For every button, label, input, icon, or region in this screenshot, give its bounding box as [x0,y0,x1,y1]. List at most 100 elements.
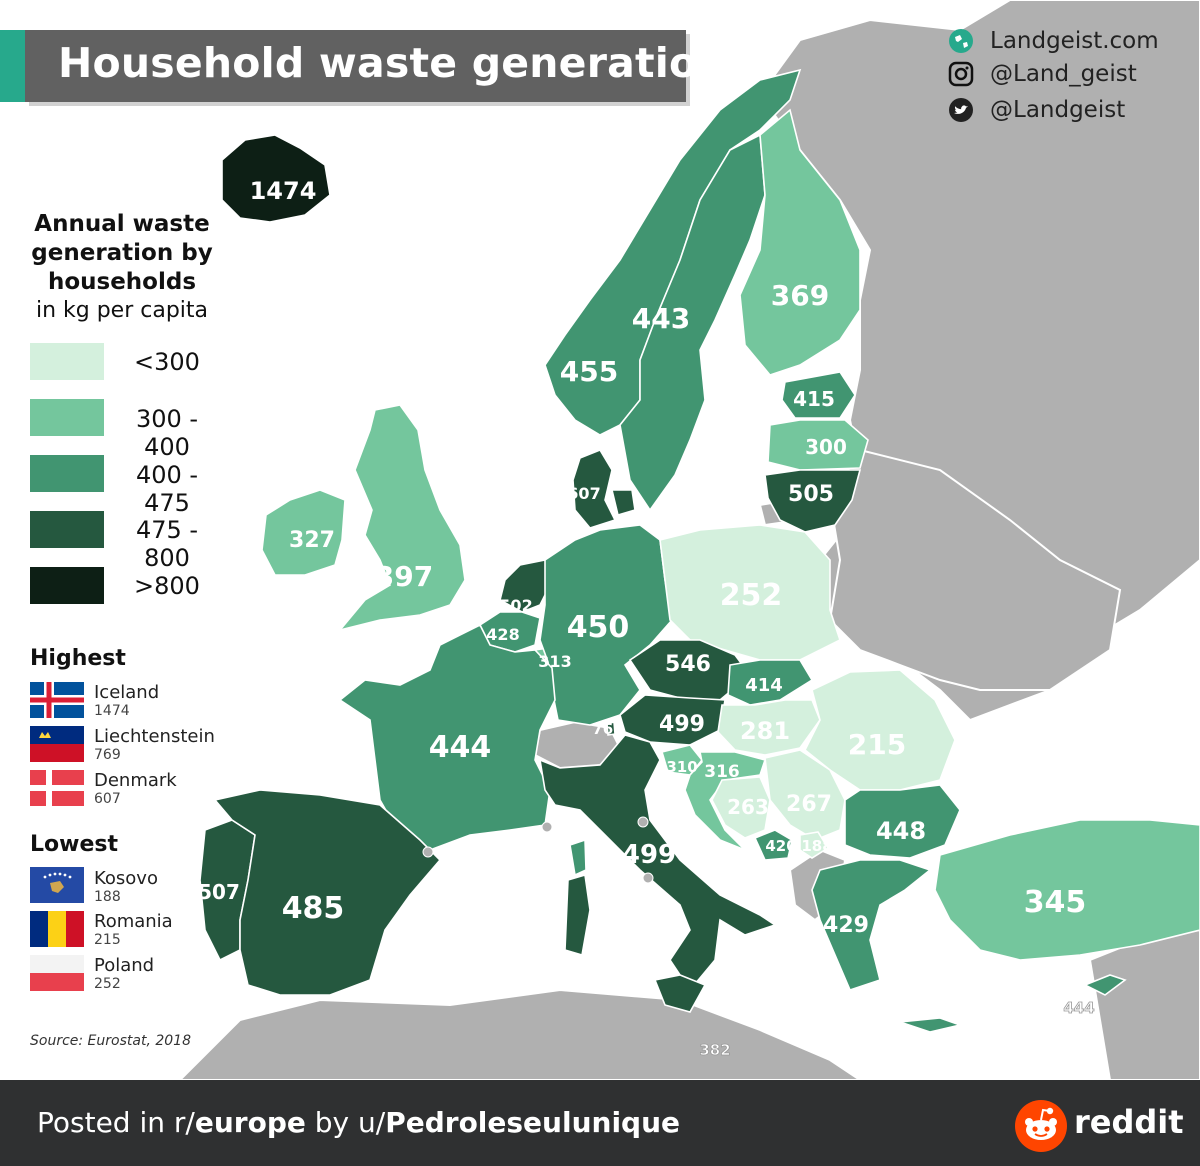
dot-vatican [642,872,654,884]
belarus-ukraine-land [828,448,1122,691]
title-banner [25,30,686,102]
lowest-2-value: 215 [94,932,121,948]
label-malta: 382 [699,1041,730,1059]
dot-andorra [422,846,434,858]
label-greece: 429 [823,913,869,938]
label-lithuania: 505 [788,482,834,507]
country-poland [659,524,841,661]
dot-san-marino [637,816,649,828]
highest-2-value: 769 [94,747,121,763]
label-germany: 450 [567,610,630,645]
label-luxembourg: 313 [538,652,571,671]
label-ireland: 327 [289,528,335,553]
label-uk: 397 [375,560,433,593]
country-germany [539,524,673,726]
social-website[interactable]: Landgeist.com [948,28,1159,54]
reddit-icon[interactable] [1015,1100,1067,1152]
lowest-2-name: Romania [94,911,173,932]
label-norway: 455 [560,355,618,388]
label-croatia: 316 [704,762,740,782]
legend-title: Annual waste generation by households [31,211,213,295]
country-cyprus [1083,974,1127,996]
lowest-1-value: 188 [94,889,121,905]
country-ireland [261,489,346,576]
social-twitter[interactable]: @Landgeist [948,97,1125,123]
country-italy [538,734,777,992]
legend-label-4: 475 - 800 [135,516,199,572]
romania-flag [30,911,84,947]
legend-swatch-3 [30,455,104,492]
label-hungary: 281 [740,717,790,745]
reddit-footer-bar [0,1080,1200,1166]
lowest-heading: Lowest [30,832,118,857]
country-crete [899,1017,963,1033]
highest-3-name: Denmark [94,770,177,791]
reddit-wordmark[interactable]: reddit [1074,1103,1184,1141]
social-website-text: Landgeist.com [990,28,1159,54]
lowest-3-value: 252 [94,976,121,992]
country-spain [213,789,442,996]
label-liechtenstein: 769 [592,720,623,738]
country-denmark [572,449,636,529]
denmark-flag [30,770,84,806]
country-lithuania [764,469,862,533]
footer-subreddit[interactable]: europe [194,1106,306,1139]
middle-east-land [1088,928,1200,1080]
country-bosnia [711,776,771,839]
country-sweden [619,133,766,512]
footer-mid: by u/ [305,1106,386,1139]
country-bulgaria [844,784,961,859]
label-netherlands: 502 [499,596,532,615]
country-serbia [764,749,846,841]
instagram-icon [948,61,974,87]
country-sardinia [564,873,591,957]
footer-username[interactable]: Pedroleseulunique [385,1106,681,1139]
legend-swatch-4 [30,511,104,548]
label-iceland: 1474 [250,177,317,205]
legend-subtitle: in kg per capita [35,298,209,323]
iceland-flag [30,682,84,718]
label-bosnia: 263 [727,795,769,819]
label-sweden: 443 [632,302,690,335]
social-twitter-text: @Landgeist [990,97,1126,123]
kosovo-flag [30,867,84,903]
country-turkey [934,819,1200,961]
country-corsica [569,838,587,877]
title-accent-bar [0,30,25,102]
country-finland [739,108,861,376]
legend-swatch-1 [30,343,104,380]
label-denmark: 607 [567,484,600,503]
lowest-1-name: Kosovo [94,868,158,889]
europe-map: 1474 455 443 369 415 300 505 607 327 397… [178,0,1200,1080]
label-slovakia: 414 [745,675,783,696]
small-state-dots [422,816,654,884]
label-belgium: 428 [486,625,519,644]
label-france: 444 [429,730,492,765]
africa-land [178,988,862,1080]
countries [199,68,1200,1033]
country-romania [803,669,956,791]
footer-prefix: Posted in r/ [37,1106,195,1139]
highest-1-name: Iceland [94,682,160,703]
country-uk [337,404,466,632]
country-slovakia [727,659,814,706]
label-turkey: 345 [1024,885,1087,920]
legend-swatch-5 [30,567,104,604]
label-romania: 215 [848,728,906,761]
legend-label-3: 400 - 475 [135,461,199,517]
highest-heading: Highest [30,646,126,671]
country-sicily [653,974,707,1013]
highest-2-name: Liechtenstein [94,726,215,747]
dot-monaco [541,821,553,833]
social-instagram[interactable]: @Land_geist [948,61,1137,87]
label-portugal: 507 [198,880,240,904]
label-montenegro: 420 [765,837,796,855]
label-serbia: 267 [786,792,832,817]
label-czechia: 546 [665,652,711,677]
country-estonia [781,371,856,419]
label-cyprus: 444 [1063,999,1094,1017]
map-value-labels: 1474 455 443 369 415 300 505 607 327 397… [198,177,1095,1059]
page-title: Household waste generation [58,39,727,87]
label-estonia: 415 [793,387,835,411]
source-note: Source: Eurostat, 2018 [30,1033,191,1049]
